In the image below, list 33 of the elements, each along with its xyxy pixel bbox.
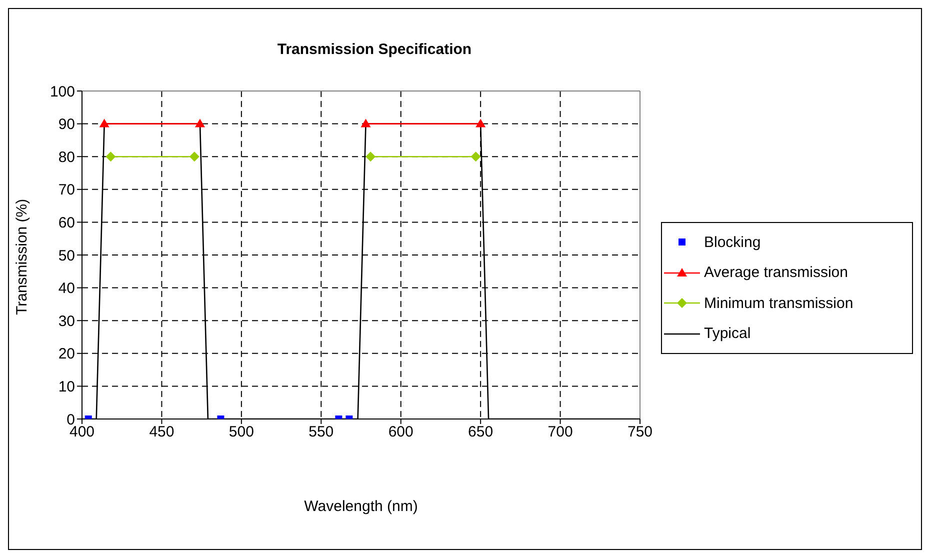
y-tick-label: 20 [58,346,75,363]
y-axis-title: Transmission (%) [13,198,30,315]
y-tick-label: 30 [58,312,75,330]
point [360,118,371,128]
point [476,118,486,128]
point [189,152,200,162]
y-tick-label: 10 [58,378,75,396]
x-axis-title: Wavelength (nm) [304,498,418,515]
y-tick-label: 70 [58,182,75,199]
y-tick-label: 60 [58,214,75,232]
x-tick-label: 600 [388,424,414,441]
legend-label: Minimum transmission [704,294,854,312]
x-tick-label: 750 [627,424,653,441]
y-tick-label: 50 [58,247,75,264]
legend-label: Typical [704,325,751,342]
x-tick-label: 450 [149,424,174,441]
x-tick-label: 500 [228,424,254,441]
x-tick-label: 650 [468,424,494,441]
point [470,152,481,162]
chart-title: Transmission Specification [276,41,473,58]
x-tick-label: 700 [548,424,573,441]
y-tick-label: 80 [58,148,75,166]
point [366,152,376,162]
y-tick-label: 40 [58,280,75,298]
x-tick-label: 550 [308,424,334,441]
point [99,118,110,128]
point [106,152,116,162]
point [194,118,205,128]
y-tick-label: 100 [50,83,75,100]
legend-label: Average transmission [704,264,848,282]
legend-label: Blocking [704,234,761,251]
y-tick-label: 90 [58,116,75,134]
x-tick-label: 400 [69,424,95,441]
